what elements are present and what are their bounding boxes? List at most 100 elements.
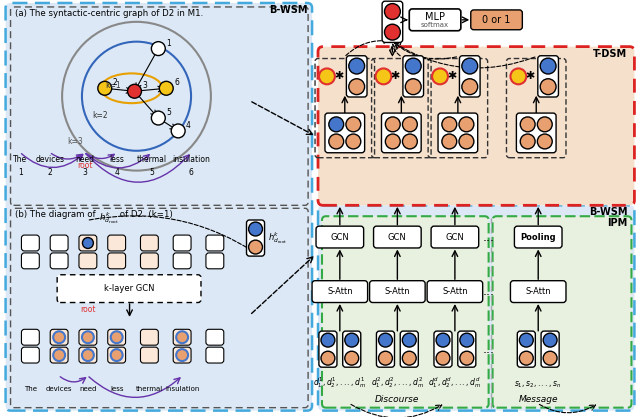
Text: ✱: ✱: [390, 71, 400, 81]
FancyBboxPatch shape: [342, 331, 361, 367]
Text: 4: 4: [114, 168, 119, 177]
FancyBboxPatch shape: [369, 281, 425, 302]
Text: 4: 4: [186, 121, 191, 130]
FancyBboxPatch shape: [431, 226, 479, 248]
Circle shape: [385, 134, 400, 149]
FancyBboxPatch shape: [206, 347, 224, 363]
Text: ...: ...: [483, 343, 495, 356]
Text: Message: Message: [518, 395, 558, 404]
FancyBboxPatch shape: [400, 331, 419, 367]
Text: ✱: ✱: [525, 71, 535, 81]
FancyBboxPatch shape: [374, 226, 421, 248]
Circle shape: [511, 68, 526, 84]
Circle shape: [385, 4, 401, 20]
Circle shape: [385, 117, 400, 132]
Circle shape: [127, 84, 141, 98]
Circle shape: [319, 68, 335, 84]
Circle shape: [520, 333, 533, 347]
FancyBboxPatch shape: [50, 253, 68, 269]
Circle shape: [403, 134, 417, 149]
Circle shape: [82, 349, 94, 361]
Circle shape: [111, 331, 123, 343]
Circle shape: [376, 68, 392, 84]
FancyBboxPatch shape: [381, 113, 421, 153]
Text: GCN: GCN: [445, 233, 464, 241]
Circle shape: [378, 351, 392, 365]
Circle shape: [176, 349, 188, 361]
Circle shape: [459, 117, 474, 132]
Circle shape: [543, 351, 557, 365]
FancyBboxPatch shape: [79, 253, 97, 269]
Circle shape: [83, 238, 93, 249]
FancyBboxPatch shape: [316, 226, 364, 248]
Circle shape: [329, 134, 344, 149]
Text: thermal: thermal: [136, 155, 166, 164]
Text: (b) The diagram of: (b) The diagram of: [15, 210, 98, 219]
FancyBboxPatch shape: [206, 235, 224, 251]
FancyBboxPatch shape: [50, 235, 68, 251]
FancyBboxPatch shape: [515, 226, 562, 248]
FancyBboxPatch shape: [140, 253, 158, 269]
Circle shape: [462, 58, 477, 74]
Circle shape: [520, 351, 533, 365]
Text: $h^k_{d_{\rm root}}$: $h^k_{d_{\rm root}}$: [99, 210, 118, 226]
Text: S-Attn: S-Attn: [525, 287, 551, 296]
Text: need: need: [79, 386, 97, 392]
FancyBboxPatch shape: [173, 253, 191, 269]
Text: S-Attn: S-Attn: [442, 287, 468, 296]
FancyBboxPatch shape: [427, 281, 483, 302]
FancyBboxPatch shape: [319, 331, 337, 367]
Text: ...: ...: [483, 231, 495, 244]
Text: need: need: [76, 155, 95, 164]
FancyBboxPatch shape: [108, 329, 125, 345]
Circle shape: [520, 117, 535, 132]
FancyBboxPatch shape: [50, 329, 68, 345]
Text: devices: devices: [46, 386, 72, 392]
Text: ...: ...: [483, 285, 495, 298]
FancyBboxPatch shape: [438, 113, 477, 153]
Circle shape: [540, 79, 556, 95]
Text: less: less: [109, 155, 124, 164]
Text: 2: 2: [113, 78, 118, 87]
Circle shape: [98, 81, 112, 95]
FancyBboxPatch shape: [471, 10, 522, 30]
FancyBboxPatch shape: [173, 329, 191, 345]
Text: Discourse: Discourse: [375, 395, 420, 404]
Circle shape: [378, 333, 392, 347]
FancyBboxPatch shape: [108, 235, 125, 251]
Circle shape: [176, 331, 188, 343]
FancyBboxPatch shape: [22, 329, 39, 345]
Circle shape: [82, 331, 94, 343]
FancyBboxPatch shape: [140, 329, 158, 345]
Circle shape: [53, 349, 65, 361]
FancyBboxPatch shape: [346, 56, 367, 97]
FancyBboxPatch shape: [403, 56, 424, 97]
Text: $d_1^2,d_2^2,...,d_m^2$: $d_1^2,d_2^2,...,d_m^2$: [371, 375, 424, 390]
Circle shape: [53, 331, 65, 343]
Text: IPM: IPM: [607, 218, 627, 228]
Text: $d_1^d,d_2^d,...,d_m^d$: $d_1^d,d_2^d,...,d_m^d$: [428, 375, 482, 390]
Circle shape: [543, 333, 557, 347]
Circle shape: [349, 58, 365, 74]
FancyBboxPatch shape: [376, 331, 394, 367]
FancyBboxPatch shape: [517, 331, 535, 367]
Text: T-DSM: T-DSM: [593, 49, 627, 59]
FancyBboxPatch shape: [57, 275, 201, 302]
Circle shape: [538, 134, 552, 149]
Text: softmax: softmax: [421, 22, 449, 28]
Circle shape: [462, 79, 477, 95]
Circle shape: [329, 117, 344, 132]
Text: insulation: insulation: [165, 386, 199, 392]
FancyBboxPatch shape: [206, 329, 224, 345]
Text: The: The: [24, 386, 37, 392]
FancyBboxPatch shape: [140, 347, 158, 363]
Text: ✱: ✱: [334, 71, 344, 81]
Circle shape: [436, 351, 450, 365]
Text: root: root: [77, 161, 93, 170]
FancyBboxPatch shape: [50, 347, 68, 363]
Text: (a) The syntactic-centric graph of D2 in M1.: (a) The syntactic-centric graph of D2 in…: [15, 9, 203, 18]
Circle shape: [321, 351, 335, 365]
Circle shape: [538, 117, 552, 132]
Text: B-WSM: B-WSM: [269, 5, 308, 15]
Text: thermal: thermal: [136, 386, 163, 392]
